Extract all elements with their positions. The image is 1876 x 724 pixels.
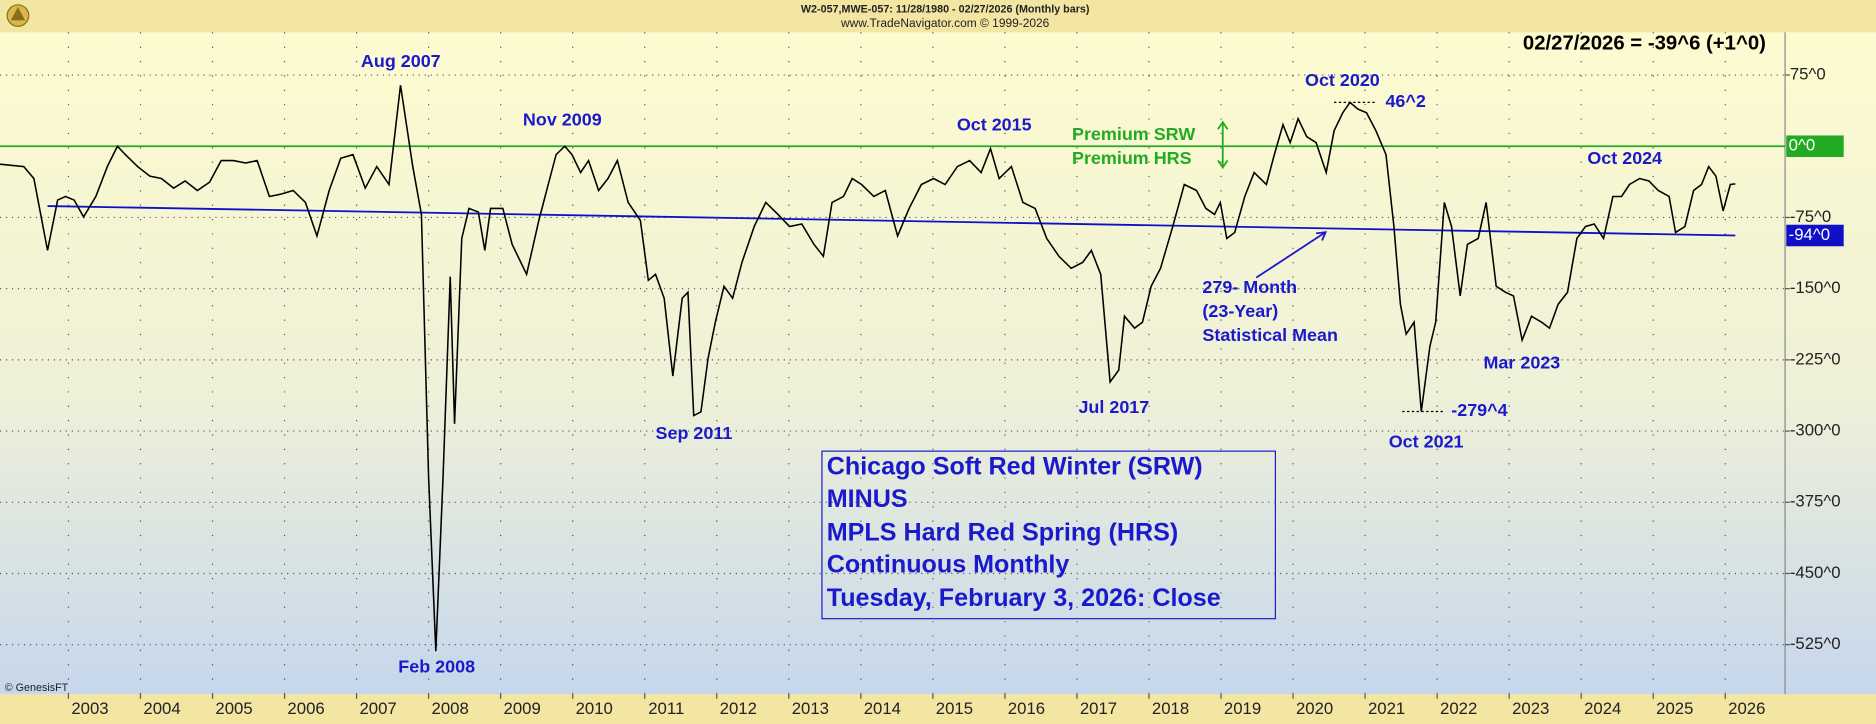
header-line: www.TradeNavigator.com © 1999-2026 xyxy=(840,16,1050,30)
mean-arrow xyxy=(1255,231,1328,279)
x-tick-label: 2007 xyxy=(359,699,396,718)
y-tick-label: -150^0 xyxy=(1790,278,1841,297)
x-tick-label: 2026 xyxy=(1728,699,1765,718)
mean-badge xyxy=(1786,224,1844,247)
header-line: W2-057,MWE-057: 11/28/1980 - 02/27/2026 … xyxy=(801,3,1090,15)
zero-badge xyxy=(1786,135,1844,158)
premium-arrow xyxy=(1217,120,1229,170)
mean-note: (23-Year) xyxy=(1202,301,1278,321)
logo xyxy=(6,4,30,27)
last-value: 02/27/2026 = -39^6 (+1^0) xyxy=(1523,33,1766,55)
mean-line xyxy=(47,205,1736,237)
y-tick-label: -300^0 xyxy=(1790,421,1841,440)
y-tick-label: 75^0 xyxy=(1790,64,1826,83)
annotation: Mar 2023 xyxy=(1483,353,1560,373)
x-tick-label: 2005 xyxy=(215,699,252,718)
title-line: Tuesday, February 3, 2026: Close xyxy=(827,584,1221,612)
title-box xyxy=(821,450,1276,620)
extreme-label: -279^4 xyxy=(1451,400,1507,420)
x-tick-label: 2015 xyxy=(936,699,973,718)
x-tick-label: 2008 xyxy=(432,699,469,718)
x-tick-label: 2006 xyxy=(287,699,324,718)
x-tick-label: 2013 xyxy=(792,699,829,718)
x-tick-label: 2003 xyxy=(71,699,108,718)
annotation: Oct 2021 xyxy=(1389,432,1464,452)
x-tick-label: 2020 xyxy=(1296,699,1333,718)
x-tick-label: 2021 xyxy=(1368,699,1405,718)
mean-label: -94^0 xyxy=(1789,225,1830,244)
extreme-label: 46^2 xyxy=(1385,91,1425,111)
x-tick-label: 2017 xyxy=(1080,699,1117,718)
title-line: MPLS Hard Red Spring (HRS) xyxy=(827,518,1179,546)
title-line: MINUS xyxy=(827,485,908,513)
premium-label: Premium HRS xyxy=(1072,148,1192,168)
price-line xyxy=(0,85,1736,652)
x-tick-label: 2010 xyxy=(576,699,613,718)
y-tick-label: -225^0 xyxy=(1790,349,1841,368)
x-tick-label: 2023 xyxy=(1512,699,1549,718)
plot-background xyxy=(0,32,1876,695)
x-tick-label: 2016 xyxy=(1008,699,1045,718)
title-line: Chicago Soft Red Winter (SRW) xyxy=(827,453,1203,481)
y-tick-label: -375^0 xyxy=(1790,492,1841,511)
x-tick-label: 2025 xyxy=(1656,699,1693,718)
y-tick-label: -450^0 xyxy=(1790,563,1841,582)
mean-note: 279- Month xyxy=(1202,277,1297,297)
annotation: Oct 2015 xyxy=(957,114,1032,134)
annotation: Jul 2017 xyxy=(1078,397,1149,417)
annotation: Oct 2020 xyxy=(1305,70,1380,90)
x-tick-label: 2024 xyxy=(1584,699,1621,718)
title-line: Continuous Monthly xyxy=(827,551,1070,579)
x-tick-label: 2018 xyxy=(1152,699,1189,718)
annotation: Sep 2011 xyxy=(656,423,733,443)
y-tick-label: 0^0 xyxy=(1789,136,1815,155)
annotation: Oct 2024 xyxy=(1587,148,1662,168)
x-tick-label: 2012 xyxy=(720,699,757,718)
x-tick-label: 2019 xyxy=(1224,699,1261,718)
x-tick-label: 2004 xyxy=(143,699,180,718)
mean-note: Statistical Mean xyxy=(1202,325,1338,345)
annotation: Feb 2008 xyxy=(398,656,475,676)
x-tick-label: 2009 xyxy=(504,699,541,718)
y-tick-label: -525^0 xyxy=(1790,634,1841,653)
x-tick-label: 2011 xyxy=(648,699,684,718)
x-tick-label: 2022 xyxy=(1440,699,1477,718)
copyright: © GenesisFT xyxy=(5,682,69,694)
annotation: Nov 2009 xyxy=(523,110,602,130)
annotation: Aug 2007 xyxy=(361,51,441,71)
premium-label: Premium SRW xyxy=(1072,124,1195,144)
x-tick-label: 2014 xyxy=(864,699,901,718)
y-tick-label: -75^0 xyxy=(1790,207,1831,226)
